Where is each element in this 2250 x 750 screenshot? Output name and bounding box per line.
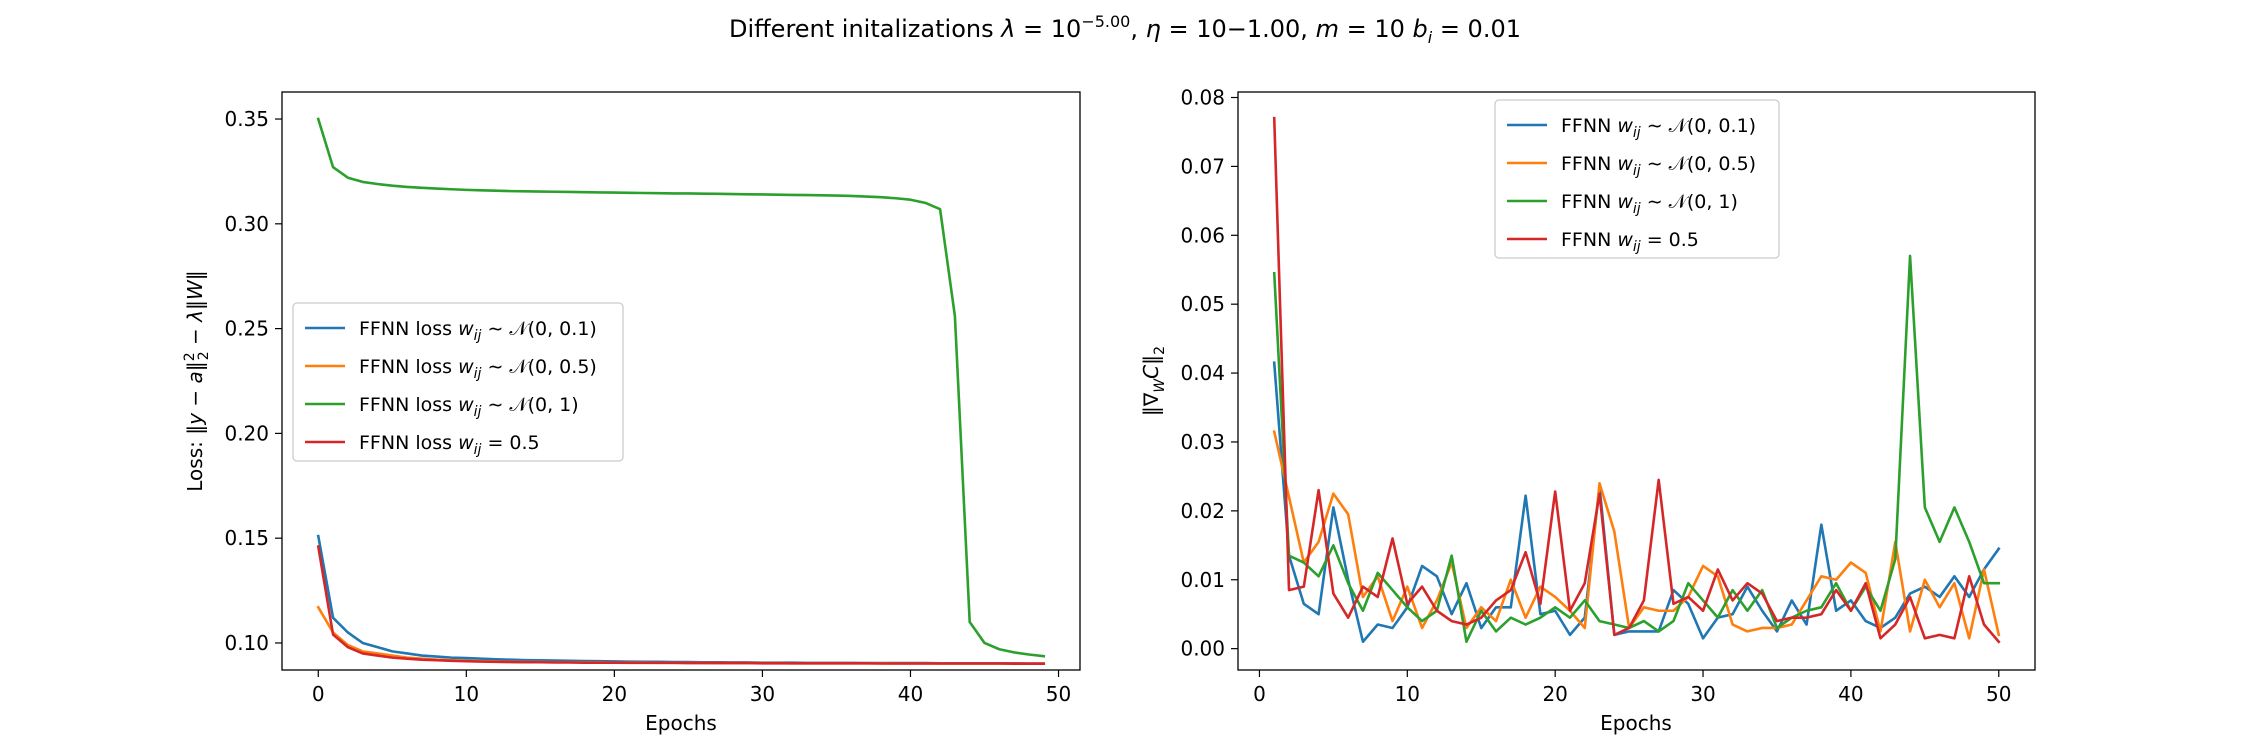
gradient-plot-x-ticks: 0 10 20 30 40 50 [1253,670,2011,706]
gradient-plot-xlabel: Epochs [1600,711,1672,735]
loss-plot-x-tick-label: 50 [1046,682,1071,706]
loss-plot-y-tick-label: 0.15 [224,526,269,550]
loss-plot-legend-label-2: FFNN loss wij ∼ 𝒩(0, 0.5) [359,356,597,382]
gradient-plot-y-tick-label: 0.02 [1180,499,1225,523]
gradient-plot-lines [1272,116,2001,644]
gradient-plot-x-tick-label: 10 [1395,682,1420,706]
gradient-plot-legend-label-4: FFNN wij = 0.5 [1561,229,1699,255]
gradient-plot-y-tick-label: 0.05 [1180,292,1225,316]
gradient-plot-y-tick-label: 0.07 [1180,154,1225,178]
loss-plot-x-tick-label: 30 [750,682,775,706]
figure-title: Different initalizations λ = 10−5.00, η … [729,12,1521,47]
loss-plot-x-tick-label: 10 [454,682,479,706]
gradient-plot-series-line-2 [1272,430,2001,640]
gradient-plot-legend-label-2: FFNN wij ∼ 𝒩(0, 0.5) [1561,153,1756,179]
gradient-plot: 0 10 20 30 40 50 0.00 0.01 0.02 0.03 0.04 0.05 0.06… [1139,86,2036,735]
loss-plot-y-tick-label: 0.35 [224,107,269,131]
gradient-plot-legend-label-1: FFNN wij ∼ 𝒩(0, 0.1) [1561,115,1756,141]
gradient-plot-legend: FFNN wij ∼ 𝒩(0, 0.1) FFNN wij ∼ 𝒩(0, 0.5)… [1494,99,1780,259]
loss-plot-x-tick-label: 40 [898,682,923,706]
gradient-plot-x-tick-label: 0 [1253,682,1266,706]
loss-plot-series-line-4 [316,545,1046,666]
gradient-plot-x-tick-label: 30 [1690,682,1715,706]
gradient-plot-y-tick-label: 0.04 [1180,361,1225,385]
loss-plot-x-ticks: 0 10 20 30 40 50 [312,670,1071,706]
gradient-plot-legend-label-3: FFNN wij ∼ 𝒩(0, 1) [1561,191,1738,217]
gradient-plot-y-tick-label: 0.00 [1180,637,1225,661]
loss-plot-legend-box [292,302,624,462]
loss-plot-y-ticks: 0.10 0.15 0.20 0.25 0.30 0.35 [224,107,282,655]
gradient-plot-frame [1237,91,2036,671]
gradient-plot-y-tick-label: 0.06 [1180,223,1225,247]
gradient-plot-x-tick-label: 50 [1986,682,2011,706]
loss-plot-y-tick-label: 0.20 [224,421,269,445]
gradient-plot-legend-box [1494,99,1780,259]
loss-plot-legend-label-1: FFNN loss wij ∼ 𝒩(0, 0.1) [359,318,597,344]
loss-plot-legend-label-4: FFNN loss wij = 0.5 [359,432,540,458]
loss-plot-legend-label-3: FFNN loss wij ∼ 𝒩(0, 1) [359,394,579,420]
gradient-plot-y-tick-label: 0.08 [1180,86,1225,110]
loss-plot-y-tick-label: 0.30 [224,212,269,236]
loss-plot-legend: FFNN loss wij ∼ 𝒩(0, 0.1) FFNN loss wij ∼… [292,302,624,462]
loss-plot-y-tick-label: 0.25 [224,317,269,341]
loss-plot-x-tick-label: 0 [312,682,325,706]
gradient-plot-x-tick-label: 40 [1838,682,1863,706]
loss-plot-x-tick-label: 20 [602,682,627,706]
loss-plot-series-line-3 [316,117,1046,658]
gradient-plot-series-line-3 [1272,254,2001,644]
gradient-plot-y-tick-label: 0.03 [1180,430,1225,454]
loss-plot-xlabel: Epochs [645,711,717,735]
loss-plot-y-tick-label: 0.10 [224,631,269,655]
loss-plot-frame [281,91,1081,671]
gradient-plot-series-line-4 [1272,116,2001,644]
gradient-plot-x-tick-label: 20 [1542,682,1567,706]
gradient-plot-y-tick-label: 0.01 [1180,568,1225,592]
gradient-plot-y-ticks: 0.00 0.01 0.02 0.03 0.04 0.05 0.06 0.07 0.08 [1180,86,1238,661]
loss-plot-lines [316,117,1046,666]
